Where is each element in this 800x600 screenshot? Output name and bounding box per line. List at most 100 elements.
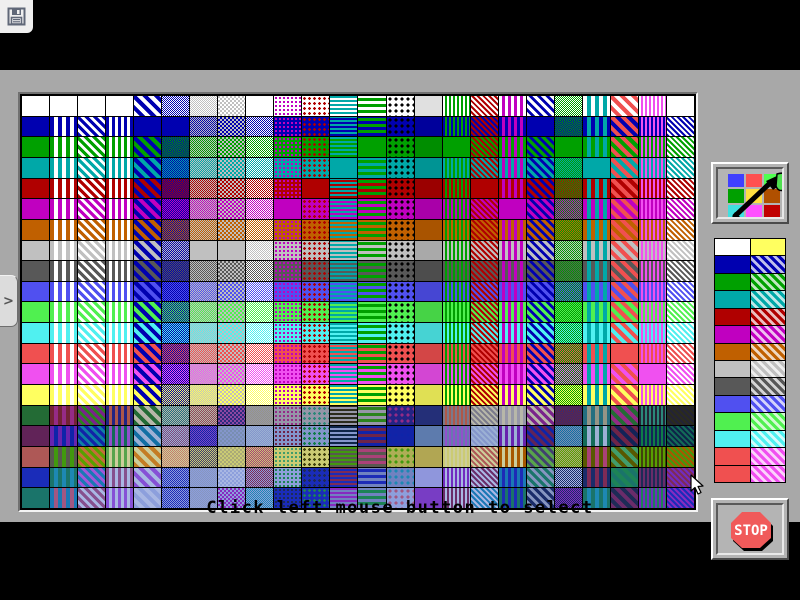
palette-cell[interactable] (78, 157, 106, 178)
palette-cell[interactable] (50, 96, 78, 116)
palette-cell[interactable] (50, 302, 78, 323)
palette-cell[interactable] (190, 137, 218, 157)
palette-cell[interactable] (106, 405, 134, 426)
palette-cell[interactable] (666, 199, 694, 219)
palette-cell[interactable] (638, 385, 666, 405)
palette-cell[interactable] (106, 96, 134, 116)
edit-palette-button[interactable] (711, 162, 789, 224)
palette-cell[interactable] (386, 447, 414, 467)
palette-cell[interactable] (22, 343, 50, 364)
palette-cell[interactable] (218, 137, 246, 157)
palette-cell[interactable] (610, 385, 638, 405)
palette-cell[interactable] (162, 405, 190, 426)
palette-cell[interactable] (78, 385, 106, 405)
palette-cell[interactable] (358, 467, 386, 488)
palette-cell[interactable] (246, 178, 274, 199)
palette-cell[interactable] (638, 467, 666, 488)
palette-cell[interactable] (218, 488, 246, 508)
palette-cell[interactable] (22, 364, 50, 385)
palette-cell[interactable] (666, 96, 694, 116)
palette-cell[interactable] (106, 426, 134, 447)
quick-swatch[interactable] (715, 308, 750, 326)
quick-swatch[interactable] (750, 465, 785, 482)
palette-cell[interactable] (358, 199, 386, 219)
palette-cell[interactable] (274, 261, 302, 281)
palette-cell[interactable] (330, 199, 358, 219)
palette-cell[interactable] (470, 323, 498, 343)
palette-cell[interactable] (78, 199, 106, 219)
palette-cell[interactable] (526, 488, 554, 508)
palette-cell[interactable] (610, 426, 638, 447)
palette-cell[interactable] (22, 385, 50, 405)
quick-swatch[interactable] (750, 361, 785, 378)
palette-cell[interactable] (442, 137, 470, 157)
palette-cell[interactable] (498, 219, 526, 240)
palette-cell[interactable] (554, 447, 582, 467)
palette-cell[interactable] (218, 261, 246, 281)
palette-cell[interactable] (330, 323, 358, 343)
palette-cell[interactable] (386, 96, 414, 116)
palette-cell[interactable] (190, 178, 218, 199)
palette-cell[interactable] (162, 385, 190, 405)
palette-cell[interactable] (582, 199, 610, 219)
palette-cell[interactable] (526, 343, 554, 364)
palette-cell[interactable] (22, 261, 50, 281)
quick-swatch[interactable] (715, 448, 750, 465)
palette-cell[interactable] (218, 199, 246, 219)
palette-cell[interactable] (302, 405, 330, 426)
palette-cell[interactable] (638, 261, 666, 281)
palette-cell[interactable] (610, 240, 638, 261)
palette-cell[interactable] (470, 467, 498, 488)
palette-cell[interactable] (498, 199, 526, 219)
palette-cell[interactable] (582, 261, 610, 281)
palette-cell[interactable] (218, 467, 246, 488)
palette-cell[interactable] (414, 137, 442, 157)
palette-cell[interactable] (50, 385, 78, 405)
palette-cell[interactable] (638, 364, 666, 385)
palette-cell[interactable] (50, 157, 78, 178)
palette-cell[interactable] (442, 488, 470, 508)
palette-cell[interactable] (414, 219, 442, 240)
palette-cell[interactable] (162, 323, 190, 343)
palette-cell[interactable] (414, 405, 442, 426)
palette-cell[interactable] (666, 116, 694, 137)
quick-swatch[interactable] (715, 291, 750, 308)
palette-cell[interactable] (442, 157, 470, 178)
palette-cell[interactable] (442, 219, 470, 240)
quick-swatch-grid[interactable] (715, 239, 785, 482)
palette-cell[interactable] (386, 385, 414, 405)
palette-grid[interactable] (22, 96, 694, 508)
palette-cell[interactable] (106, 116, 134, 137)
palette-cell[interactable] (22, 426, 50, 447)
palette-cell[interactable] (162, 199, 190, 219)
palette-cell[interactable] (638, 426, 666, 447)
palette-cell[interactable] (526, 240, 554, 261)
palette-cell[interactable] (666, 385, 694, 405)
palette-cell[interactable] (358, 447, 386, 467)
palette-cell[interactable] (554, 219, 582, 240)
palette-cell[interactable] (610, 281, 638, 302)
palette-cell[interactable] (190, 447, 218, 467)
quick-swatch[interactable] (715, 395, 750, 413)
palette-cell[interactable] (414, 364, 442, 385)
palette-cell[interactable] (582, 281, 610, 302)
palette-cell[interactable] (498, 240, 526, 261)
palette-cell[interactable] (582, 426, 610, 447)
palette-cell[interactable] (50, 364, 78, 385)
palette-cell[interactable] (414, 447, 442, 467)
palette-cell[interactable] (582, 447, 610, 467)
palette-cell[interactable] (274, 178, 302, 199)
palette-cell[interactable] (526, 137, 554, 157)
palette-cell[interactable] (302, 116, 330, 137)
palette-cell[interactable] (274, 116, 302, 137)
palette-cell[interactable] (386, 240, 414, 261)
palette-cell[interactable] (330, 488, 358, 508)
palette-cell[interactable] (246, 199, 274, 219)
palette-cell[interactable] (526, 199, 554, 219)
palette-cell[interactable] (330, 240, 358, 261)
palette-cell[interactable] (554, 467, 582, 488)
quick-swatch[interactable] (715, 239, 750, 256)
palette-cell[interactable] (302, 96, 330, 116)
palette-cell[interactable] (106, 343, 134, 364)
palette-cell[interactable] (666, 323, 694, 343)
